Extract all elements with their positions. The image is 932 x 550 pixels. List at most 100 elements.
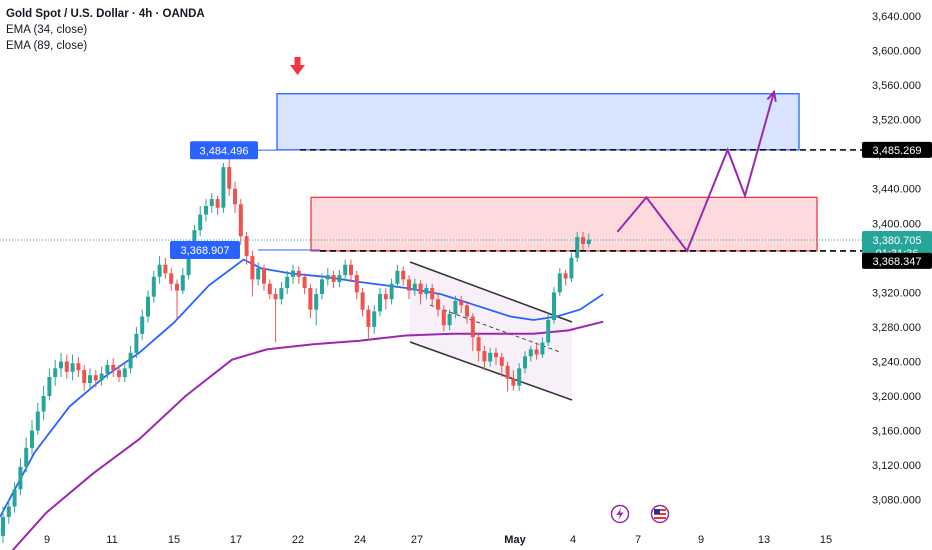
channel-mid-line — [429, 304, 561, 353]
candle-body — [337, 275, 342, 282]
candle-body — [279, 288, 284, 300]
candle-body — [262, 268, 266, 284]
level-lower-badge-text: 3,368.347 — [873, 256, 922, 268]
candle — [279, 282, 284, 305]
candle — [499, 352, 504, 377]
candle-body — [517, 368, 522, 386]
candle-body — [314, 294, 319, 310]
candle-body — [122, 368, 127, 377]
candle-body — [331, 275, 336, 282]
candle-body — [215, 199, 220, 208]
candle-body — [540, 342, 545, 355]
us-flag-event-icon[interactable] — [650, 504, 670, 524]
candle-body — [250, 256, 255, 280]
candle-body — [99, 373, 104, 381]
candle — [12, 482, 17, 513]
candle — [267, 279, 272, 300]
candle-body — [534, 349, 539, 355]
left-upper-badge-bg — [190, 141, 258, 160]
candle — [6, 499, 11, 524]
candle — [296, 266, 301, 284]
candle-body — [227, 167, 232, 189]
candle — [175, 279, 179, 319]
projection-layer — [616, 89, 777, 253]
candle-body — [441, 309, 446, 326]
demand-zone — [310, 196, 818, 252]
candle-body — [546, 320, 551, 343]
candle-body — [267, 283, 272, 295]
candle — [488, 347, 493, 367]
candle-body — [320, 279, 324, 295]
candle-body — [401, 270, 406, 280]
candle — [372, 305, 377, 334]
candle-body — [418, 283, 423, 295]
candle — [117, 364, 121, 383]
candle-body — [82, 370, 87, 384]
projection-arrowhead — [766, 89, 777, 103]
candle — [378, 288, 382, 317]
candle — [204, 199, 208, 222]
candle-body — [117, 370, 121, 377]
ema34-line — [0, 258, 604, 518]
candle-body — [291, 270, 295, 277]
candle — [273, 288, 278, 343]
candle-body — [238, 204, 243, 237]
candle-body — [256, 268, 261, 280]
candle — [447, 309, 452, 331]
candle — [47, 368, 52, 401]
zones-layer — [276, 93, 818, 252]
candle-body — [105, 364, 110, 374]
candle-body — [273, 294, 278, 300]
candle — [215, 195, 220, 215]
candle — [360, 288, 365, 317]
candle-body — [447, 313, 452, 326]
candle — [302, 273, 307, 295]
candle-body — [186, 244, 191, 276]
y-tick-label: 3,440.000 — [872, 184, 921, 196]
levels-layer — [0, 149, 862, 252]
x-tick-label: 24 — [354, 534, 366, 546]
candle — [331, 270, 336, 289]
candle — [35, 402, 40, 435]
x-axis: 9 11 15 17 22 24 27 May 4 7 9 13 15 — [44, 534, 832, 546]
candle-body — [140, 316, 145, 334]
candle — [262, 264, 266, 291]
candle-body — [93, 375, 98, 381]
level-upper-badge-bg — [862, 141, 932, 158]
ema34-legend[interactable]: EMA (34, close) — [6, 24, 88, 36]
candle-body — [12, 489, 17, 507]
candle-body — [581, 237, 585, 244]
candle — [291, 264, 295, 284]
candle — [146, 290, 150, 323]
symbol-title[interactable]: Gold Spot / U.S. Dollar · 4h · OANDA — [6, 8, 205, 20]
candle — [505, 361, 510, 392]
candle — [256, 262, 261, 286]
candle — [308, 283, 313, 319]
candle-body — [59, 361, 63, 369]
candle-body — [465, 305, 469, 317]
candle — [157, 256, 162, 284]
candle — [517, 363, 522, 391]
candle-body — [383, 294, 388, 300]
x-tick-label: 15 — [820, 534, 832, 546]
candle-body — [134, 333, 139, 353]
lightning-event-icon[interactable] — [610, 504, 630, 524]
candle-body — [366, 309, 371, 327]
candle-body — [70, 363, 75, 372]
ema89-legend[interactable]: EMA (89, close) — [6, 40, 88, 52]
candle — [18, 458, 23, 496]
candle-body — [528, 349, 533, 357]
candle — [563, 269, 568, 286]
candle-body — [111, 364, 116, 371]
candle — [470, 313, 475, 352]
candle-body — [285, 276, 290, 289]
candle — [453, 295, 458, 319]
candle-body — [436, 299, 440, 310]
candle-body — [24, 447, 29, 467]
x-tick-label: 11 — [106, 534, 117, 546]
candle-body — [157, 264, 162, 277]
candle-body — [6, 506, 11, 517]
candle — [198, 206, 203, 237]
candle-body — [349, 264, 353, 276]
